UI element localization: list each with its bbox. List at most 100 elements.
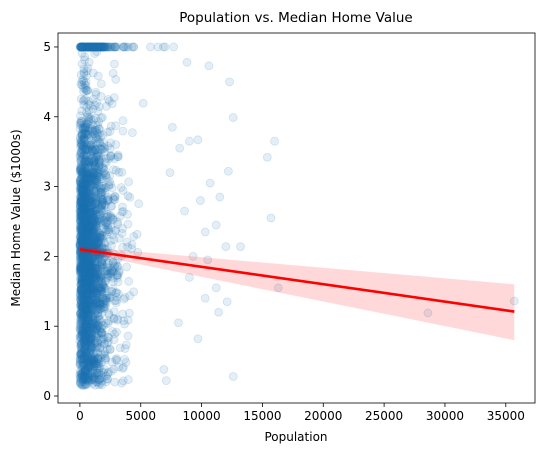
data-point (86, 216, 95, 226)
data-point (82, 257, 92, 267)
data-point (78, 201, 87, 211)
data-point (88, 171, 98, 181)
data-point (87, 264, 97, 274)
data-point (223, 166, 233, 176)
data-point (75, 210, 85, 220)
data-point (77, 186, 87, 196)
data-point (75, 286, 85, 296)
data-point (78, 213, 88, 223)
data-point (108, 284, 118, 294)
data-point (91, 360, 100, 370)
data-point (105, 171, 115, 181)
data-point (87, 140, 96, 150)
data-point (88, 290, 98, 300)
data-point (82, 334, 92, 344)
data-point (75, 257, 85, 267)
data-point (78, 326, 88, 336)
data-point (81, 169, 91, 179)
data-point (83, 326, 93, 335)
data-point (85, 322, 94, 332)
data-point (100, 339, 110, 348)
data-point (85, 272, 95, 281)
data-point (80, 214, 89, 224)
data-point (78, 122, 88, 132)
data-point (84, 116, 94, 126)
data-point (81, 291, 91, 301)
data-point (86, 286, 96, 295)
regression-layer (79, 246, 515, 341)
data-point (88, 210, 97, 220)
data-point (111, 140, 121, 149)
data-point (94, 253, 103, 263)
data-point (82, 209, 91, 219)
data-point (87, 226, 97, 235)
data-point (75, 176, 85, 186)
data-point (94, 237, 103, 247)
data-point (118, 126, 128, 136)
data-point (99, 330, 109, 340)
data-point (80, 128, 90, 138)
data-point (78, 265, 88, 274)
data-point (85, 347, 95, 357)
data-point (112, 327, 121, 337)
data-point (75, 222, 85, 232)
data-point (99, 299, 108, 309)
data-point (79, 371, 88, 381)
data-point (81, 334, 91, 344)
data-point (85, 223, 95, 233)
data-point (86, 339, 96, 348)
data-point (77, 235, 87, 244)
data-point (87, 343, 96, 353)
data-point (92, 153, 101, 162)
data-point (96, 132, 105, 142)
data-point (101, 293, 111, 303)
data-point (107, 99, 117, 109)
data-point (77, 273, 87, 283)
data-point (91, 295, 101, 305)
data-point (84, 170, 93, 180)
data-point (87, 136, 96, 145)
data-point (98, 280, 108, 290)
data-point (124, 276, 134, 286)
data-point (85, 183, 95, 193)
data-point (79, 372, 89, 382)
data-point (100, 217, 110, 227)
data-point (82, 226, 91, 235)
data-point (79, 311, 89, 320)
data-point (78, 229, 88, 239)
data-point (86, 234, 96, 244)
data-point (83, 231, 93, 241)
data-point (112, 261, 122, 271)
data-point (138, 98, 148, 108)
data-point (78, 187, 87, 197)
data-point (82, 252, 92, 262)
data-point (82, 179, 92, 189)
data-point (82, 296, 92, 305)
data-point (77, 195, 87, 204)
data-point (80, 306, 90, 316)
data-point (82, 170, 92, 180)
data-point (103, 263, 113, 273)
data-point (96, 42, 105, 52)
data-point (89, 261, 99, 271)
x-axis-ticks: 0 5000 10000 15000 20000 25000 30000 35000 (76, 403, 525, 423)
x-tick-label: 35000 (487, 409, 525, 423)
data-point (225, 77, 234, 87)
data-point (107, 267, 117, 276)
data-point (76, 350, 86, 360)
x-tick-label: 15000 (243, 409, 281, 423)
data-point (82, 295, 92, 305)
data-point (119, 294, 129, 304)
data-point (123, 219, 133, 229)
data-point (84, 318, 94, 328)
data-point (80, 193, 90, 203)
data-point (75, 178, 85, 188)
data-point (105, 292, 115, 302)
data-point (101, 220, 111, 230)
data-point (113, 150, 123, 160)
data-point (75, 268, 85, 278)
data-point (91, 239, 101, 249)
y-tick-label: 1 (43, 319, 51, 333)
data-point (101, 353, 111, 363)
